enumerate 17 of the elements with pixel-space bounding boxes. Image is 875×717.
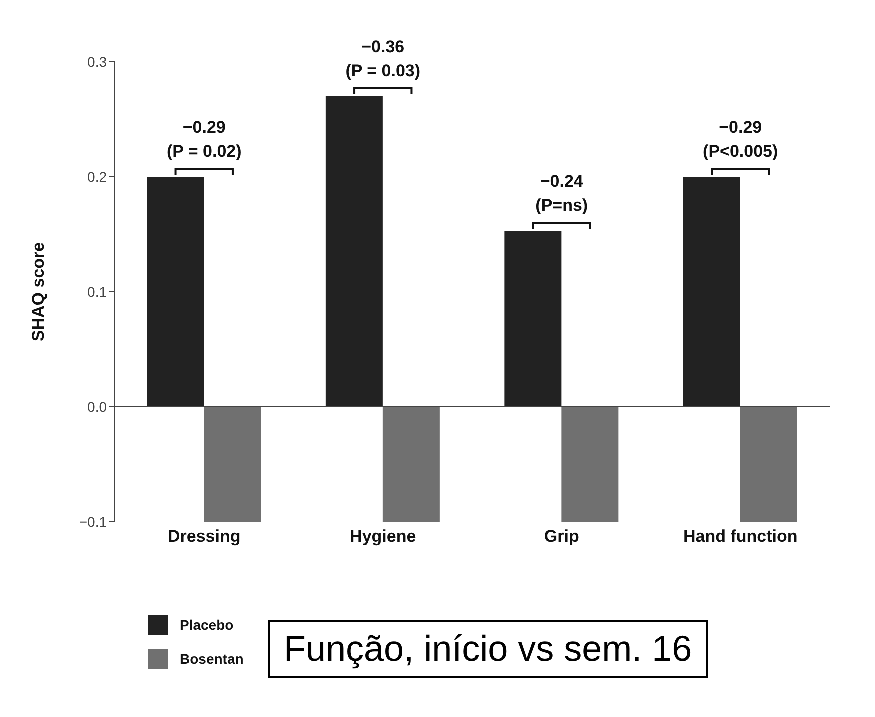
x-tick-label: Grip <box>544 527 580 546</box>
annotation: −0.29 (P<0.005) <box>703 118 778 161</box>
annotation: −0.29 (P = 0.02) <box>166 118 242 161</box>
y-tick-label: 0.2 <box>88 168 108 185</box>
y-tick-label: 0.1 <box>88 284 108 300</box>
x-tick-label: Hygiene <box>350 527 416 546</box>
annotation: −0.24 (P=ns) <box>536 172 588 216</box>
y-tick-label: 0.3 <box>88 54 108 70</box>
text: Função, início vs sem. 16 <box>268 620 708 678</box>
annotation: −0.36 (P = 0.03) <box>346 38 421 80</box>
y-axis-title: SHAQ score <box>29 242 48 342</box>
legend-label: Bosentan <box>180 651 244 667</box>
y-tick-label: −0.1 <box>79 514 108 530</box>
y-tick-label: 0.0 <box>88 398 108 415</box>
x-tick-label: Hand function <box>683 527 798 546</box>
x-tick-label: Dressing <box>168 527 241 546</box>
legend-label: Placebo <box>180 617 234 633</box>
